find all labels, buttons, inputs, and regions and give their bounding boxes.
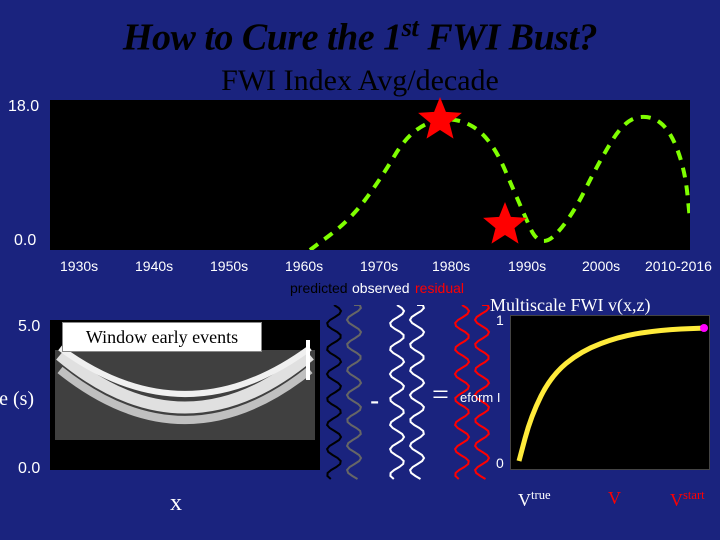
legend-residual: residual: [415, 280, 464, 296]
top-xtick: 1930s: [60, 258, 98, 274]
wave-col-1: [385, 305, 435, 480]
top-chart-area: [50, 100, 690, 250]
br-xlabel: Vtrue: [518, 488, 551, 511]
bl-ytop: 5.0: [18, 318, 40, 336]
waveform-label: eform I: [460, 390, 500, 405]
bl-xlabel: x: [170, 490, 182, 517]
br-y1: 1: [496, 312, 504, 328]
top-xtick: 1940s: [135, 258, 173, 274]
bl-ybot: 0.0: [18, 460, 40, 478]
br-xlabel: V: [608, 488, 621, 509]
star-icon-1: [415, 95, 465, 150]
top-xtick: 1970s: [360, 258, 398, 274]
minus-sign: -: [370, 385, 379, 417]
bl-ytitle: ime (s): [0, 388, 34, 411]
slide-subtitle: FWI Index Avg/decade: [0, 64, 720, 98]
top-xtick: 1960s: [285, 258, 323, 274]
legend-predicted: predicted: [290, 280, 348, 296]
br-y0: 0: [496, 455, 504, 471]
top-chart-ymax: 18.0: [8, 98, 39, 116]
wave-col-0: [322, 305, 372, 480]
top-xtick: 1980s: [432, 258, 470, 274]
star-icon-2: [480, 200, 530, 255]
top-xtick: 1990s: [508, 258, 546, 274]
top-xtick: 1950s: [210, 258, 248, 274]
bottom-right-panel: [510, 315, 710, 470]
legend-observed: observed: [352, 280, 410, 296]
window-early-events-box: Window early events: [62, 322, 262, 352]
top-chart-ymin: 0.0: [14, 232, 36, 250]
top-xtick: 2000s: [582, 258, 620, 274]
equals-sign: =: [432, 378, 449, 412]
multiscale-curve-svg: [511, 316, 711, 471]
slide-title: How to Cure the 1st FWI Bust?: [0, 0, 720, 60]
br-title: Multiscale FWI v(x,z): [490, 295, 650, 316]
top-chart-curve: [50, 100, 690, 250]
br-xlabel: Vstart: [670, 488, 705, 511]
top-xtick: 2010-2016: [645, 258, 712, 274]
